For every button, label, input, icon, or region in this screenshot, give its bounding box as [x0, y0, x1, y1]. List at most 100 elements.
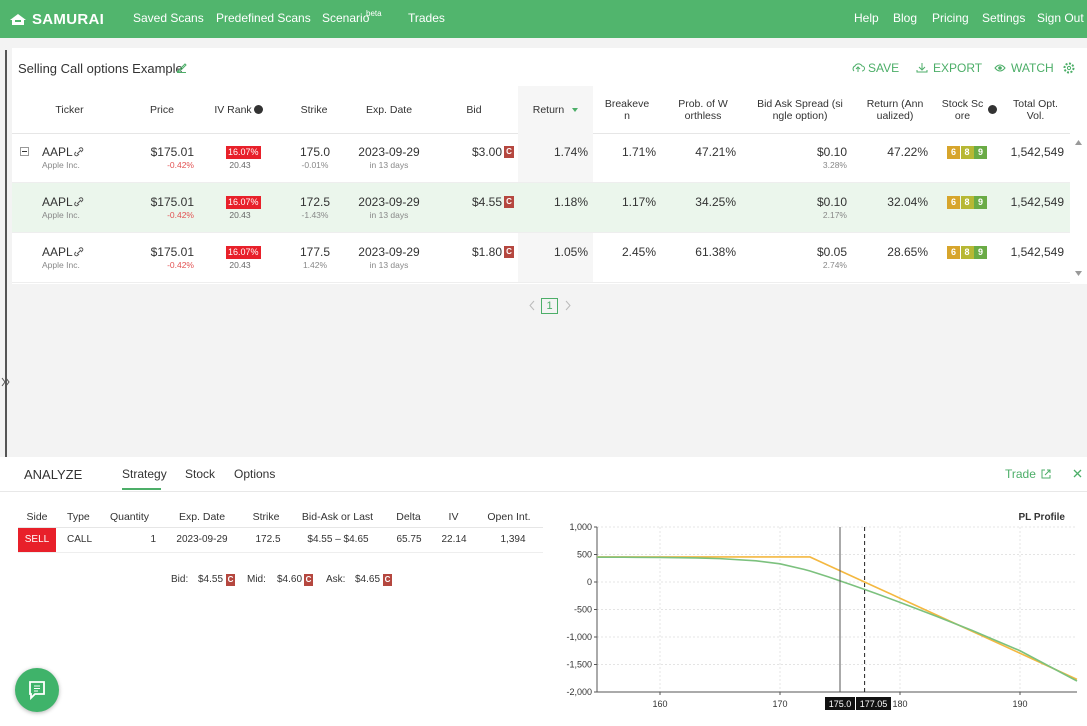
x-tick-label: 160 [652, 699, 667, 709]
nav-link[interactable]: Settings [982, 11, 1026, 25]
return-annualized: 28.65% [887, 245, 928, 259]
chat-button[interactable] [15, 668, 59, 712]
help-icon[interactable] [253, 105, 263, 114]
leg-cell: $4.55 – $4.65 [307, 534, 369, 545]
page-number[interactable]: 1 [541, 297, 558, 314]
link-icon[interactable] [74, 147, 84, 157]
column-header[interactable]: Return [518, 86, 593, 133]
analyze-tab[interactable]: Strategy [122, 467, 167, 481]
table-row[interactable] [12, 233, 1070, 283]
column-header[interactable]: Prob. of Worthless [661, 86, 745, 133]
action-button[interactable]: WATCH [1011, 61, 1054, 75]
legs-row-border [18, 552, 543, 553]
trade-link[interactable]: Trade [1005, 467, 1036, 481]
chart-title: PL Profile [1019, 512, 1066, 523]
chat-icon[interactable] [28, 681, 46, 701]
column-header[interactable]: Bid Ask Spread (single option) [745, 86, 855, 133]
action-icon[interactable] [852, 62, 865, 74]
logo-icon-part [15, 20, 21, 22]
column-header[interactable]: IV Rank [197, 86, 280, 133]
scroll-up-part [1075, 140, 1082, 145]
collapse-toggle[interactable] [20, 147, 29, 156]
stock-score: 8 [960, 145, 974, 159]
legs-column-header: Strike [252, 510, 280, 523]
nav-link[interactable]: Blog [893, 11, 918, 25]
table-row[interactable] [12, 183, 1070, 233]
company: Apple Inc. [42, 159, 80, 170]
leg-cell: 1,394 [500, 534, 526, 545]
x-tick-label: 180 [892, 699, 907, 709]
column-header[interactable]: Strike [280, 86, 348, 133]
nav-link[interactable]: Pricing [932, 11, 969, 25]
legs-header-border [18, 527, 543, 528]
analyze-tab[interactable]: Options [234, 467, 276, 481]
action-button[interactable]: EXPORT [933, 61, 983, 75]
scroll-down-part [1075, 271, 1082, 276]
legs-column-header: Type [67, 510, 90, 523]
prob-worthless: 34.25% [695, 195, 736, 209]
external-link-icon[interactable] [1041, 469, 1051, 479]
scroll-up[interactable] [1075, 140, 1082, 145]
ticker[interactable]: AAPL [42, 245, 73, 259]
close-icon[interactable] [1073, 469, 1082, 478]
column-header[interactable]: Price [127, 86, 197, 133]
edit-icon[interactable] [176, 62, 187, 73]
y-tick-label: 500 [577, 550, 592, 560]
quote-flag: C [226, 574, 235, 586]
column-header[interactable]: Ticker [12, 86, 127, 133]
page-prev[interactable] [529, 300, 535, 311]
help-icon[interactable] [987, 105, 997, 114]
marker-label-box [825, 697, 855, 710]
scan-title: Selling Call options Example [18, 60, 183, 76]
y-tick-label: -500 [574, 605, 592, 615]
action-icon-part [994, 64, 1006, 72]
analyze-tab[interactable]: Stock [185, 467, 216, 481]
column-header-text: Stock Score [941, 97, 984, 122]
expand-icon-part [1, 377, 10, 387]
table-row[interactable] [12, 133, 1070, 183]
external-link-icon-part [1041, 469, 1051, 479]
nav-link[interactable]: Sign Out [1037, 11, 1084, 25]
nav-badge: beta [366, 9, 382, 18]
logo[interactable]: SAMURAI [32, 10, 105, 28]
return-cell-shade [518, 133, 593, 182]
column-header[interactable]: Stock Score [935, 86, 1001, 133]
exp-date: 2023-09-29 [358, 145, 420, 159]
nav-link[interactable]: Scenario [322, 11, 370, 25]
action-icon[interactable] [994, 62, 1006, 74]
ticker[interactable]: AAPL [42, 195, 73, 209]
link-icon[interactable] [74, 247, 84, 257]
quote-label: Ask: [326, 574, 346, 585]
expand-icon[interactable] [1, 377, 11, 387]
column-header[interactable]: Return (Annualized) [855, 86, 935, 133]
stock-score: 8 [960, 245, 974, 259]
quote-flag: C [304, 574, 313, 586]
y-tick-label: -1,000 [566, 632, 592, 642]
ticker[interactable]: AAPL [42, 145, 73, 159]
sort-icon[interactable] [572, 107, 579, 112]
nav-link[interactable]: Saved Scans [133, 11, 204, 25]
action-icon-part [998, 66, 1002, 70]
scroll-down[interactable] [1075, 271, 1082, 276]
price-change: -0.42% [167, 159, 194, 170]
nav-link[interactable]: Help [854, 11, 879, 25]
nav-link[interactable]: Trades [408, 11, 445, 25]
settings-icon[interactable] [1063, 62, 1075, 74]
leg-cell: 172.5 [255, 534, 281, 545]
column-header[interactable]: Breakeven [593, 86, 661, 133]
stock-score: 9 [974, 195, 987, 209]
nav-link[interactable]: Predefined Scans [216, 11, 311, 25]
chat-icon-part [29, 681, 45, 701]
column-header[interactable]: Exp. Date [348, 86, 430, 133]
stock-score: 6 [947, 195, 960, 209]
column-header[interactable]: Total Opt. Vol. [1001, 86, 1070, 133]
page-next[interactable] [565, 300, 571, 311]
link-icon[interactable] [74, 197, 84, 207]
column-header[interactable]: Bid [430, 86, 518, 133]
y-tick-label: -2,000 [566, 687, 592, 697]
x-tick-label: 190 [1012, 699, 1027, 709]
total-volume: 1,542,549 [1010, 145, 1064, 159]
action-button[interactable]: SAVE [868, 61, 900, 75]
price-change: -0.42% [167, 209, 194, 220]
action-icon[interactable] [916, 62, 928, 74]
